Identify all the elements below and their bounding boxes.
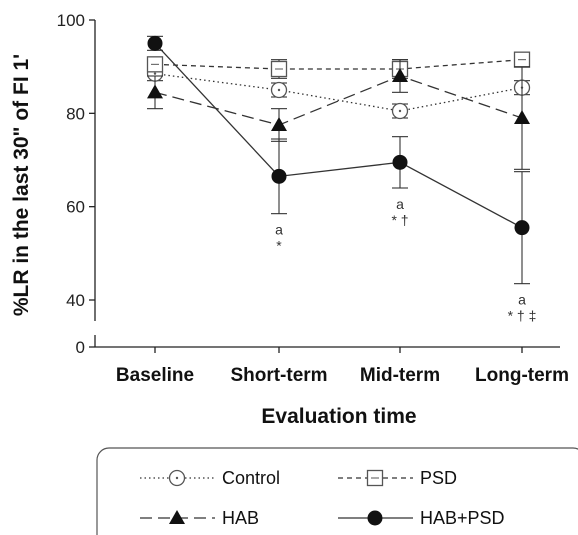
- y-tick-label: 40: [66, 291, 85, 310]
- legend-label: HAB: [222, 508, 259, 528]
- data-point: [514, 220, 530, 236]
- legend-box: [96, 447, 578, 535]
- axes: 0 40 60 80 100 Baseline Short-term Mid-term Long…: [57, 11, 569, 386]
- x-tick-label: Long-term: [475, 365, 569, 386]
- significance-label: * † ‡: [508, 308, 537, 324]
- annotation-layer: a*a* †a* † ‡: [275, 196, 536, 324]
- data-point: [271, 168, 287, 184]
- legend: Control PSD HAB HAB+PSD: [96, 447, 578, 535]
- significance-label: a: [518, 292, 526, 308]
- data-point: [147, 35, 163, 51]
- y-tick-label: 60: [66, 198, 85, 217]
- series-layer: [146, 35, 531, 285]
- significance-label: * †: [391, 212, 408, 228]
- significance-label: *: [276, 238, 282, 254]
- data-point-center: [398, 109, 402, 113]
- data-point: [271, 117, 287, 131]
- legend-label: HAB+PSD: [420, 508, 505, 528]
- data-point-center: [153, 72, 157, 75]
- y-tick-label: 0: [76, 338, 85, 357]
- data-point-center: [277, 88, 281, 92]
- legend-item: PSD: [338, 468, 457, 488]
- legend-label: Control: [222, 468, 280, 488]
- x-tick-label: Short-term: [230, 365, 327, 386]
- legend-item: Control: [140, 468, 280, 488]
- y-tick-label: 100: [57, 11, 85, 30]
- legend-item: HAB: [140, 508, 259, 528]
- x-tick-label: Mid-term: [360, 365, 440, 386]
- legend-label: PSD: [420, 468, 457, 488]
- data-point: [169, 510, 185, 524]
- significance-label: a: [275, 222, 283, 238]
- series-hab-psd: [147, 35, 530, 285]
- series-control: [146, 65, 531, 120]
- y-tick-label: 80: [66, 104, 85, 123]
- series-psd: [146, 51, 531, 79]
- data-point: [392, 68, 408, 82]
- series-hab: [147, 59, 530, 170]
- series-line: [154, 73, 523, 112]
- data-point: [367, 510, 383, 526]
- data-point: [514, 110, 530, 124]
- x-axis-title: Evaluation time: [261, 405, 416, 428]
- series-line: [154, 42, 523, 229]
- data-point: [392, 154, 408, 170]
- data-point: [147, 84, 163, 99]
- legend-item: HAB+PSD: [338, 508, 505, 528]
- y-axis-title: %LR in the last 30" of FI 1': [10, 54, 33, 316]
- significance-label: a: [396, 196, 404, 212]
- series-line: [154, 75, 523, 126]
- x-tick-label: Baseline: [116, 365, 194, 386]
- data-point-center: [175, 476, 179, 480]
- series-line: [154, 59, 523, 70]
